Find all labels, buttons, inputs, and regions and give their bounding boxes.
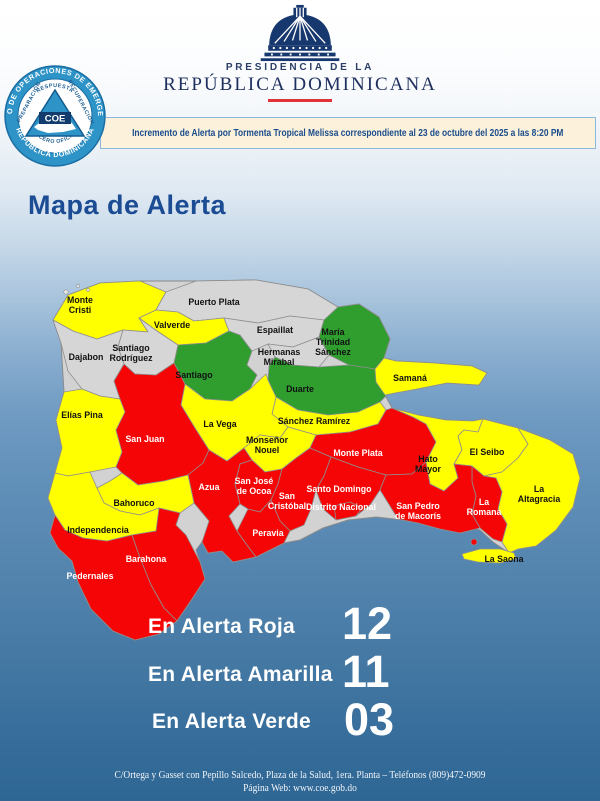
province-label: Azua [198, 482, 219, 492]
alert-yellow-count: 11 [342, 646, 390, 697]
province-label: La Vega [203, 419, 236, 429]
province-label: Puerto Plata [188, 297, 239, 307]
province-label: Samaná [393, 373, 427, 383]
islet [76, 284, 80, 288]
page-title: Mapa de Alerta [28, 190, 227, 220]
province-saman- [374, 357, 488, 396]
province-label: Independencia [67, 525, 129, 535]
presidency-line2: REPÚBLICA DOMINICANA [163, 74, 437, 95]
islet [470, 538, 478, 546]
province-label: Santiago [175, 370, 213, 380]
footer-web: Página Web: www.coe.gob.do [243, 783, 357, 794]
province-label: El Seibo [470, 447, 505, 457]
province-pedernales [49, 514, 178, 641]
footer: C/Ortega y Gasset con Pepillo Salcedo, P… [0, 769, 600, 795]
province-la-saona [461, 548, 517, 564]
province-label: Elías Pina [61, 410, 103, 420]
province-label: San Juan [125, 434, 164, 444]
presidency-dome-icon [260, 4, 340, 62]
province-distrito-nacional [333, 501, 363, 521]
province-label: Hato Mayor [415, 454, 441, 474]
province-label: San José de Ocoa [235, 476, 274, 496]
footer-address: C/Ortega y Gasset con Pepillo Salcedo, P… [114, 770, 486, 781]
coe-seal: CENTRO DE OPERACIONES DE EMERGENCIAS REP… [3, 64, 106, 167]
province-label: San Pedro de Macorís [395, 501, 441, 521]
province-san-pedro-de-macor-s [379, 461, 481, 534]
alert-banner: Incremento de Alerta por Tormenta Tropic… [100, 117, 596, 149]
alert-green-label: En Alerta Verde [152, 710, 311, 733]
province-label: Distrito Nacional [306, 502, 376, 512]
red-divider [268, 99, 332, 102]
province-label: Bahoruco [113, 498, 155, 508]
islet [86, 288, 90, 292]
province-label: Valverde [154, 320, 190, 330]
province-label: Hermanas Mirabal [258, 347, 301, 367]
province-label: Sánchez Ramírez [278, 416, 351, 426]
alert-red-count: 12 [342, 598, 393, 649]
province-label: Monte Cristi [67, 295, 93, 315]
alert-yellow-label: En Alerta Amarilla [148, 663, 333, 686]
province-label: Santiago Rodríguez [109, 343, 153, 363]
province-label: María Trinidad Sánchez [315, 327, 351, 357]
province-label: Duarte [286, 384, 314, 394]
coe-inner-top: RESPUESTA [35, 83, 74, 94]
province-label: Monte Plata [333, 448, 382, 458]
alert-green-count: 03 [344, 694, 395, 745]
presidency-line1: PRESIDENCIA DE LA [225, 62, 375, 73]
province-label: La Altagracia [518, 484, 561, 504]
province-label: La Romana [467, 497, 502, 517]
islet [63, 289, 69, 295]
alert-banner-text: Incremento de Alerta por Tormenta Tropic… [132, 127, 564, 139]
province-label: Monseñor Nouel [246, 435, 289, 455]
province-label: Barahona [126, 554, 167, 564]
province-label: La Saona [484, 554, 523, 564]
coe-band [39, 112, 71, 124]
province-label: Santo Domingo [307, 484, 373, 494]
province-el-as-pina [54, 388, 126, 477]
province-label: Pedernales [67, 571, 114, 581]
alert-map: Monte Cristi Puerto Plata Valverde Dajabon Sa… [47, 279, 581, 641]
alert-red-label: En Alerta Roja [148, 615, 295, 638]
province-label: San Cristóbal [268, 491, 306, 511]
province-label: Peravia [252, 528, 283, 538]
province-label: Espaillat [257, 325, 293, 335]
province-label: Dajabon [69, 352, 104, 362]
coe-center-label: COE [45, 114, 66, 125]
province-peravia [236, 499, 291, 558]
